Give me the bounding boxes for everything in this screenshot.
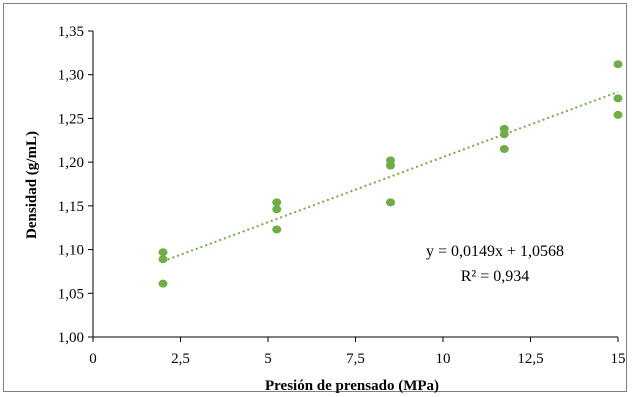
data-point: [499, 145, 509, 154]
x-axis-title: Presión de prensado (MPa): [265, 378, 439, 394]
data-point: [272, 225, 282, 234]
data-point: [613, 94, 623, 103]
y-tick-label: 1,25: [58, 111, 84, 127]
y-tick-label: 1,10: [58, 243, 84, 259]
x-axis-ticks: 0 2,5 5 7,5 10 12,5 15: [89, 337, 626, 367]
data-point: [158, 248, 168, 257]
x-tick-label: 5: [264, 351, 272, 367]
axes: [92, 31, 618, 338]
data-point: [272, 198, 282, 207]
data-point: [386, 161, 395, 170]
data-point: [158, 279, 168, 288]
data-points: [158, 60, 623, 288]
y-axis-ticks: 1,00 1,05 1,10 1,15 1,20 1,25 1,30 1,35: [58, 24, 93, 346]
x-tick-label: 10: [436, 351, 451, 367]
y-tick-label: 1,30: [58, 68, 84, 84]
y-tick-label: 1,35: [58, 24, 84, 40]
chart-area: [3, 3, 627, 392]
y-tick-label: 1,00: [58, 330, 84, 346]
y-tick-label: 1,05: [58, 286, 84, 302]
x-tick-label: 15: [611, 351, 626, 367]
data-point: [499, 130, 509, 139]
x-tick-label: 7,5: [346, 351, 365, 367]
trendline-equation: y = 0,0149x + 1,0568: [426, 243, 564, 260]
data-point: [272, 205, 282, 214]
y-axis-title: Densidad (g/mL): [24, 131, 40, 239]
data-point: [613, 110, 623, 119]
r-squared-label: R² = 0,934: [461, 268, 530, 285]
trendline: [162, 91, 619, 263]
x-tick-label: 0: [89, 351, 97, 367]
x-tick-label: 2,5: [171, 351, 190, 367]
y-tick-label: 1,20: [58, 155, 84, 171]
data-point: [613, 60, 623, 69]
x-tick-label: 12,5: [517, 351, 543, 367]
y-tick-label: 1,15: [58, 199, 84, 215]
data-point: [158, 255, 168, 264]
data-point: [386, 198, 395, 207]
